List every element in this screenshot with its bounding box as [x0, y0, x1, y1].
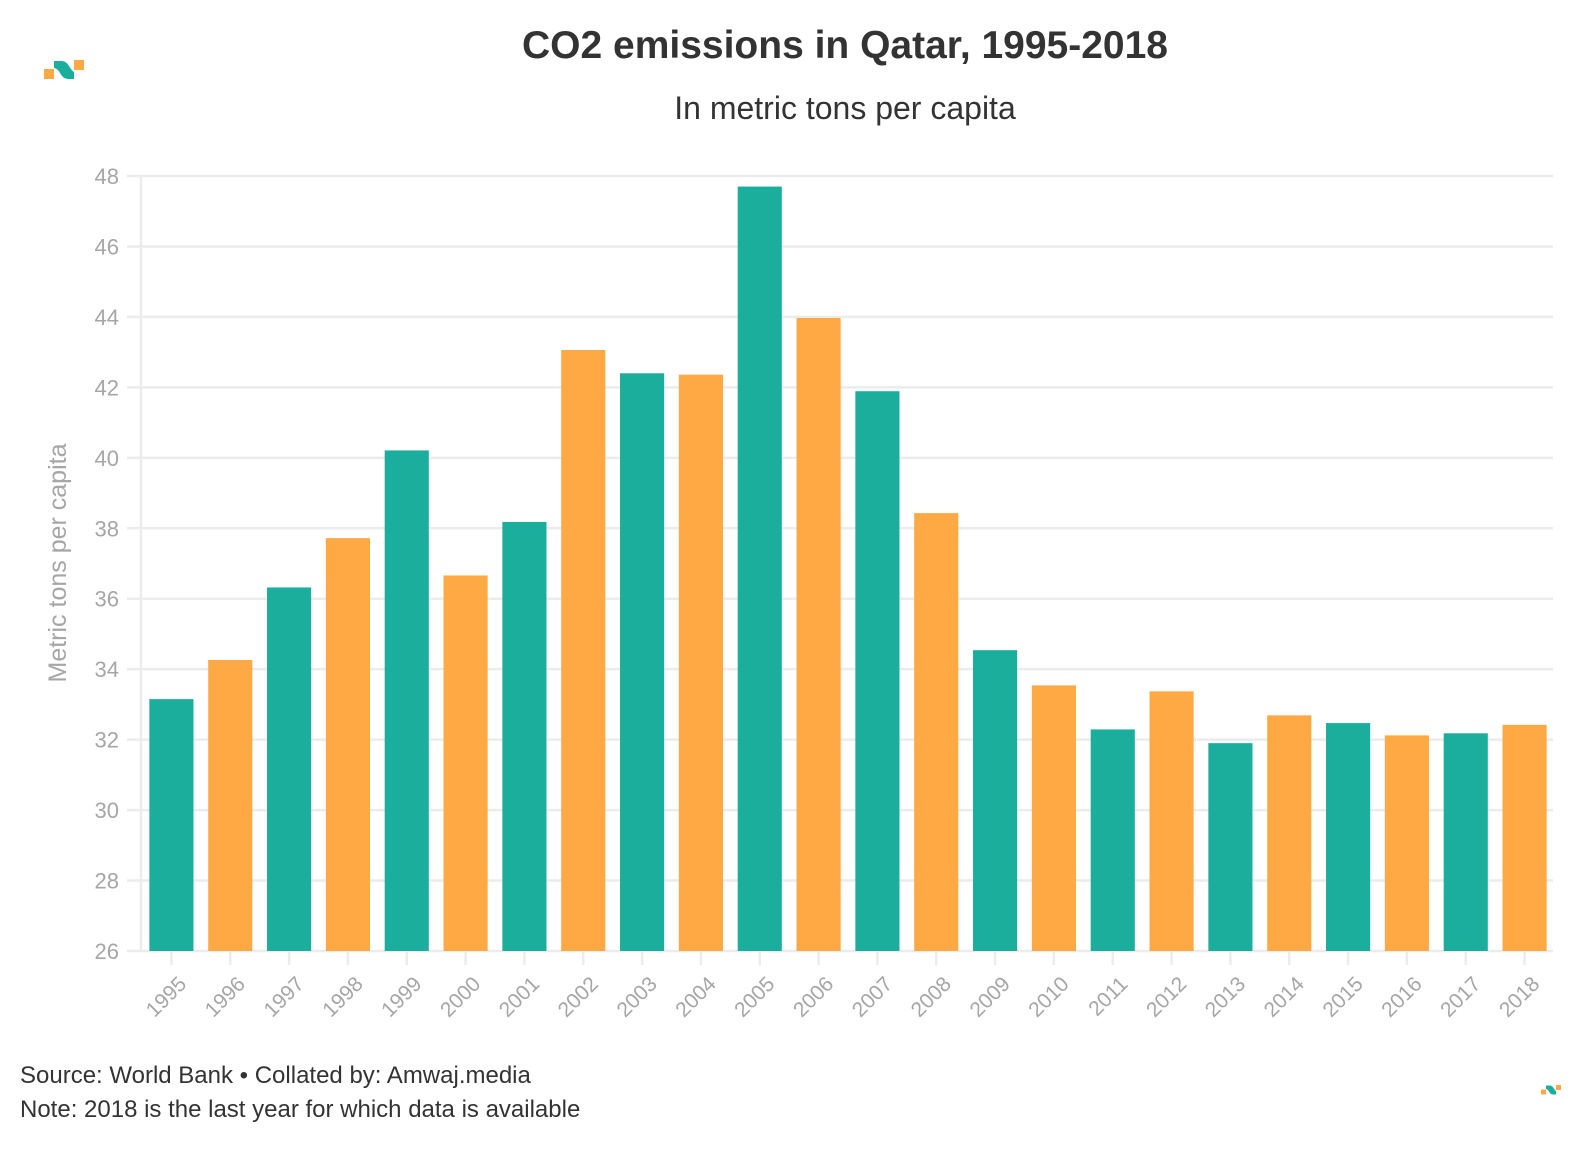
- y-tick-label: 48: [95, 164, 119, 189]
- x-tick-label: 2015: [1319, 972, 1368, 1021]
- amwaj-logo-small-icon: [1541, 1085, 1561, 1095]
- x-tick-label: 2009: [966, 972, 1015, 1021]
- x-tick-label: 2001: [495, 972, 544, 1021]
- x-tick-label: 1998: [318, 972, 367, 1021]
- x-tick-label: 2002: [554, 972, 603, 1021]
- x-tick-label: 2003: [613, 972, 662, 1021]
- x-tick-label: 2008: [907, 972, 956, 1021]
- bar-1997[interactable]: [267, 587, 312, 951]
- x-tick-label: 2007: [848, 972, 897, 1021]
- y-tick-label: 44: [95, 305, 119, 330]
- bar-1996[interactable]: [208, 660, 253, 951]
- y-tick-label: 40: [95, 446, 119, 471]
- bar-2011[interactable]: [1090, 729, 1135, 951]
- x-tick-label: 2004: [671, 972, 721, 1022]
- bar-2006[interactable]: [796, 317, 841, 951]
- y-tick-label: 30: [95, 798, 119, 823]
- bar-2014[interactable]: [1267, 715, 1312, 951]
- x-tick-label: 1996: [201, 972, 250, 1021]
- amwaj-logo-icon: [44, 60, 84, 79]
- bar-chart: 26 28 30 32 34 36 38 40 42 44 46 48 1995 1996 1997 1998…: [44, 164, 1553, 1022]
- x-tick-label: 2005: [730, 972, 779, 1021]
- bar-2002[interactable]: [561, 350, 606, 952]
- x-tick-label: 2017: [1436, 972, 1485, 1021]
- bar-2008[interactable]: [914, 513, 959, 951]
- x-tick-label: 2018: [1495, 972, 1544, 1021]
- bar-2017[interactable]: [1443, 733, 1488, 951]
- bar-2004[interactable]: [678, 374, 723, 951]
- x-tick-label: 2006: [789, 972, 838, 1021]
- y-tick-label: 28: [95, 869, 119, 894]
- bar-2018[interactable]: [1502, 724, 1547, 951]
- y-tick-label: 32: [95, 728, 119, 753]
- x-tick-label: 1997: [260, 972, 309, 1021]
- x-tick-label: 1995: [142, 972, 191, 1021]
- bar-2001[interactable]: [502, 521, 547, 951]
- bar-2000[interactable]: [443, 575, 488, 951]
- y-tick-label: 26: [95, 939, 119, 964]
- bar-2003[interactable]: [620, 373, 665, 952]
- x-tick-label: 2014: [1260, 972, 1310, 1022]
- bar-2010[interactable]: [1031, 685, 1076, 951]
- data-note: Note: 2018 is the last year for which da…: [20, 1096, 581, 1123]
- x-tick-label: 1999: [377, 972, 426, 1021]
- bar-2005[interactable]: [737, 186, 782, 951]
- x-tick-label: 2011: [1084, 972, 1132, 1020]
- bar-2007[interactable]: [855, 391, 900, 951]
- x-tick-label: 2016: [1377, 972, 1426, 1021]
- bar-1995[interactable]: [149, 699, 194, 951]
- chart-title: CO2 emissions in Qatar, 1995-2018: [521, 24, 1168, 67]
- x-tick-label: 2010: [1024, 972, 1073, 1021]
- y-tick-label: 36: [95, 587, 119, 612]
- source-note: Source: World Bank • Collated by: Amwaj.…: [20, 1062, 531, 1089]
- bar-2009[interactable]: [973, 650, 1018, 951]
- bar-2015[interactable]: [1326, 723, 1371, 951]
- y-tick-label: 34: [95, 657, 119, 682]
- bar-1999[interactable]: [384, 450, 429, 951]
- y-tick-label: 42: [95, 375, 119, 400]
- y-tick-label: 38: [95, 516, 119, 541]
- y-tick-label: 46: [95, 234, 119, 259]
- y-axis-label: Metric tons per capita: [44, 443, 72, 682]
- bar-1998[interactable]: [325, 538, 370, 951]
- x-tick-label: 2000: [436, 972, 485, 1021]
- bar-2016[interactable]: [1384, 735, 1429, 951]
- x-tick-label: 2012: [1142, 972, 1191, 1021]
- chart-subtitle: In metric tons per capita: [674, 90, 1016, 126]
- x-tick-label: 2013: [1201, 972, 1250, 1021]
- bar-2013[interactable]: [1208, 743, 1253, 951]
- bar-2012[interactable]: [1149, 691, 1194, 951]
